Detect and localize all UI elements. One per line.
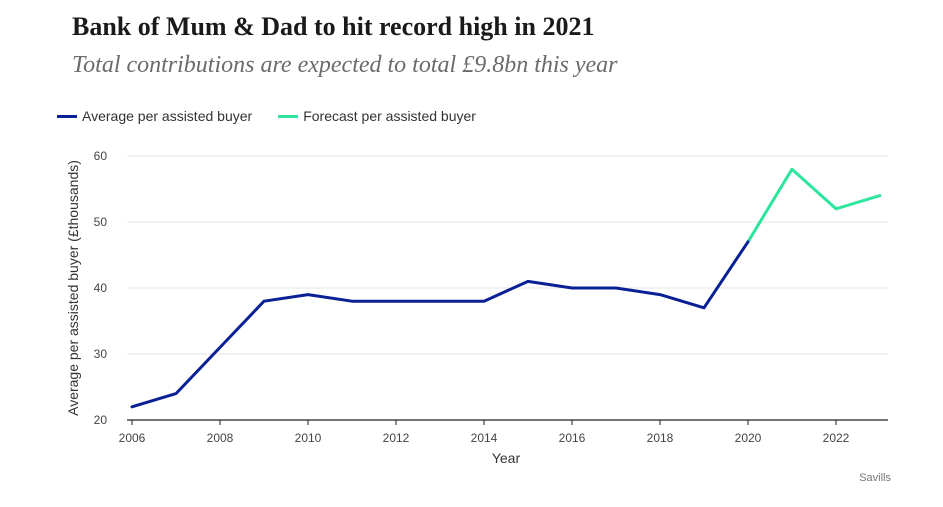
legend-swatch-average <box>57 114 77 118</box>
series-line-forecast <box>746 167 882 244</box>
legend-swatch-forecast <box>278 114 299 118</box>
x-tick-label: 2008 <box>207 431 234 445</box>
x-tick-label: 2006 <box>119 431 146 445</box>
y-tick-label: 40 <box>94 281 108 295</box>
x-tick-label: 2012 <box>383 431 410 445</box>
x-axis-label: Year <box>492 450 521 466</box>
x-tick-label: 2016 <box>559 431 586 445</box>
y-tick-label: 20 <box>94 413 108 427</box>
chart-legend: Average per assisted buyer Forecast per … <box>57 108 502 124</box>
legend-label-forecast: Forecast per assisted buyer <box>303 108 476 124</box>
y-axis-tick-labels: 20 30 40 50 60 <box>94 149 108 427</box>
x-tick-label: 2020 <box>735 431 762 445</box>
x-axis: 2006 2008 2010 2012 2014 2016 2018 2020 2022 <box>119 419 888 445</box>
legend-item-average: Average per assisted buyer <box>57 108 252 124</box>
chart-title: Bank of Mum & Dad to hit record high in … <box>72 12 595 41</box>
x-tick-label: 2018 <box>647 431 674 445</box>
y-tick-label: 30 <box>94 347 108 361</box>
x-tick-label: 2014 <box>471 431 498 445</box>
legend-item-forecast: Forecast per assisted buyer <box>278 108 476 124</box>
y-tick-label: 50 <box>94 215 108 229</box>
chart-subtitle: Total contributions are expected to tota… <box>72 52 618 78</box>
y-axis-label: Average per assisted buyer (£thousands) <box>65 160 81 416</box>
series-lines <box>130 167 882 409</box>
y-tick-label: 60 <box>94 149 108 163</box>
series-line-average <box>130 240 750 409</box>
legend-label-average: Average per assisted buyer <box>82 108 253 124</box>
x-tick-label: 2010 <box>295 431 322 445</box>
source-note: Savills <box>859 472 891 484</box>
x-tick-label: 2022 <box>823 431 850 445</box>
